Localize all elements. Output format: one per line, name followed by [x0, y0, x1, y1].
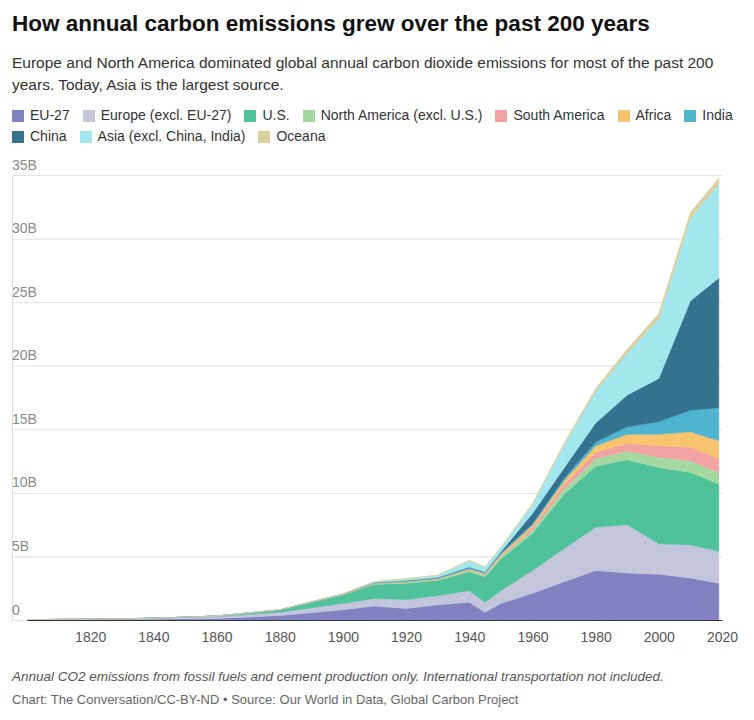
legend-label: South America [513, 105, 604, 126]
legend-swatch [12, 110, 24, 122]
x-axis: 1820 1840 1860 1880 1900 1920 1940 1960 1980 2000… [28, 620, 739, 645]
area [27, 178, 719, 619]
x-tick-label: 1880 [265, 629, 296, 645]
legend-item: EU-27 [12, 105, 70, 126]
legend-swatch [303, 110, 315, 122]
y-tick-label: 15B [12, 411, 37, 427]
legend-swatch [83, 110, 95, 122]
x-tick: 2020 [707, 620, 738, 645]
area [27, 451, 719, 620]
legend-item: Europe (excl. EU-27) [83, 105, 232, 126]
x-tick: 1960 [517, 620, 548, 645]
legend-label: North America (excl. U.S.) [321, 105, 483, 126]
area [27, 278, 719, 620]
legend-item: Asia (excl. China, India) [80, 126, 246, 147]
legend-label: Europe (excl. EU-27) [101, 105, 232, 126]
y-tick: 35B [12, 157, 722, 176]
legend-label: India [702, 105, 732, 126]
y-axis: 0 5B 10B 15B 20B 25B 30B 35B [12, 157, 722, 621]
legend-swatch [12, 131, 24, 143]
x-tick: 1980 [581, 620, 612, 645]
legend-swatch [258, 131, 270, 143]
legend-item: U.S. [244, 105, 289, 126]
x-tick-label: 1940 [454, 629, 485, 645]
y-tick-label: 0 [12, 602, 20, 618]
x-axis-line [28, 620, 723, 621]
legend-item: North America (excl. U.S.) [303, 105, 483, 126]
legend-item: South America [495, 105, 604, 126]
x-tick: 1900 [328, 620, 359, 645]
grid-line [12, 239, 722, 240]
subtitle: Europe and North America dominated globa… [12, 52, 737, 96]
legend-swatch [684, 110, 696, 122]
x-tick-label: 1900 [328, 629, 359, 645]
y-tick-label: 35B [12, 157, 37, 173]
legend-swatch [618, 110, 630, 122]
grid-line [12, 175, 722, 176]
legend-item: India [684, 105, 732, 126]
y-tick: 20B [12, 347, 722, 366]
x-tick: 1920 [391, 620, 422, 645]
x-tick-label: 1960 [517, 629, 548, 645]
area [27, 408, 719, 620]
y-tick: 30B [12, 220, 722, 239]
legend-item: Africa [618, 105, 672, 126]
legend-swatch [495, 110, 507, 122]
title: How annual carbon emissions grew over th… [12, 10, 747, 38]
y-tick-label: 5B [12, 538, 29, 554]
y-tick-label: 10B [12, 474, 37, 490]
legend-label: China [30, 126, 67, 147]
legend-swatch [244, 110, 256, 122]
legend-label: Oceana [276, 126, 325, 147]
x-tick-label: 1840 [138, 629, 169, 645]
x-tick: 2000 [644, 620, 675, 645]
area [27, 525, 719, 620]
legend: EU-27 Europe (excl. EU-27) U.S. North Ameri… [12, 105, 747, 147]
y-tick: 25B [12, 284, 722, 303]
legend-label: Asia (excl. China, India) [98, 126, 246, 147]
legend-item: China [12, 126, 67, 147]
x-tick-label: 2020 [707, 629, 738, 645]
x-tick: 1940 [454, 620, 485, 645]
legend-label: U.S. [262, 105, 289, 126]
x-tick: 1880 [265, 620, 296, 645]
area [27, 443, 719, 619]
x-tick-label: 2000 [644, 629, 675, 645]
x-tick: 1820 [75, 620, 106, 645]
x-tick-label: 1820 [75, 629, 106, 645]
note: Annual CO2 emissions from fossil fuels a… [12, 669, 747, 684]
legend-item: Oceana [258, 126, 325, 147]
legend-label: EU-27 [30, 105, 70, 126]
x-tick-label: 1920 [391, 629, 422, 645]
area [27, 460, 719, 620]
x-tick: 1860 [201, 620, 232, 645]
grid-line [12, 620, 722, 621]
y-tick-label: 25B [12, 284, 37, 300]
x-tick: 1840 [138, 620, 169, 645]
y-tick-label: 20B [12, 347, 37, 363]
x-tick-label: 1860 [201, 629, 232, 645]
area [27, 184, 719, 620]
plot-area [27, 178, 719, 620]
grid-line [12, 302, 722, 303]
y-tick-label: 30B [12, 220, 37, 236]
legend-label: Africa [636, 105, 672, 126]
legend-swatch [80, 131, 92, 143]
source: Chart: The Conversation/CC-BY-ND • Sourc… [12, 692, 747, 707]
area [27, 432, 719, 620]
x-tick-label: 1980 [581, 629, 612, 645]
